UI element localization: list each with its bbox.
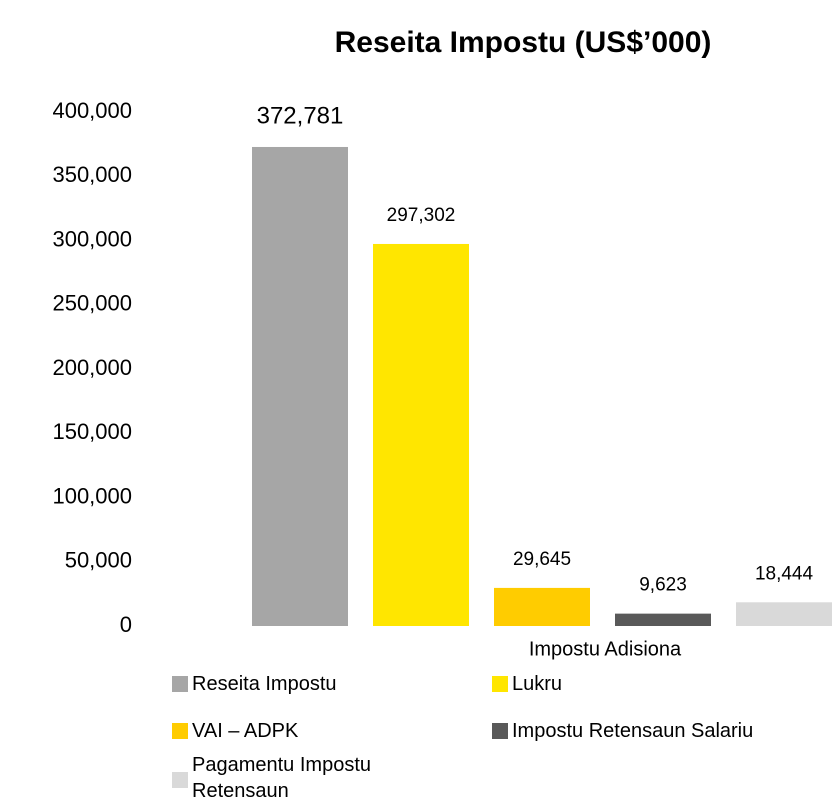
- legend-swatch: [172, 676, 188, 692]
- data-label: 9,623: [639, 575, 687, 596]
- y-tick-label: 250,000: [52, 291, 132, 316]
- y-tick-label: 50,000: [65, 548, 132, 573]
- y-tick-label: 350,000: [52, 162, 132, 187]
- y-tick-label: 200,000: [52, 355, 132, 380]
- y-tick-label: 0: [120, 612, 132, 637]
- bar: [373, 243, 469, 627]
- legend-item: Reseita Impostu: [172, 671, 337, 697]
- legend-item: Lukru: [492, 671, 562, 697]
- chart-title: Reseita Impostu (US$’000): [335, 26, 712, 59]
- bar: [736, 602, 832, 626]
- bar: [615, 613, 711, 626]
- legend-swatch: [492, 676, 508, 692]
- data-label: 18,444: [755, 563, 814, 584]
- bar: [494, 587, 590, 626]
- bar: [252, 146, 348, 626]
- legend-item: Pagamentu Impostu Retensaun: [172, 752, 412, 804]
- legend-label: Impostu Retensaun Salariu: [512, 720, 754, 742]
- data-label: 372,781: [257, 102, 344, 129]
- data-label: 29,645: [513, 549, 571, 570]
- legend-label: Pagamentu Impostu Retensaun: [192, 754, 371, 802]
- legend-swatch: [172, 723, 188, 739]
- x-tick-label: Impostu Adisiona: [529, 638, 682, 660]
- legend-swatch: [172, 772, 188, 788]
- y-tick-label: 400,000: [52, 98, 132, 123]
- legend-item: VAI – ADPK: [172, 718, 298, 744]
- legend-swatch: [492, 723, 508, 739]
- y-tick-label: 100,000: [52, 483, 132, 508]
- y-tick-label: 300,000: [52, 226, 132, 251]
- legend-label: Lukru: [512, 673, 563, 695]
- y-tick-label: 150,000: [52, 419, 132, 444]
- legend-label: VAI – ADPK: [192, 720, 299, 742]
- data-label: 297,302: [387, 205, 456, 226]
- legend-item: Impostu Retensaun Salariu: [492, 718, 753, 744]
- legend-label: Reseita Impostu: [192, 673, 337, 695]
